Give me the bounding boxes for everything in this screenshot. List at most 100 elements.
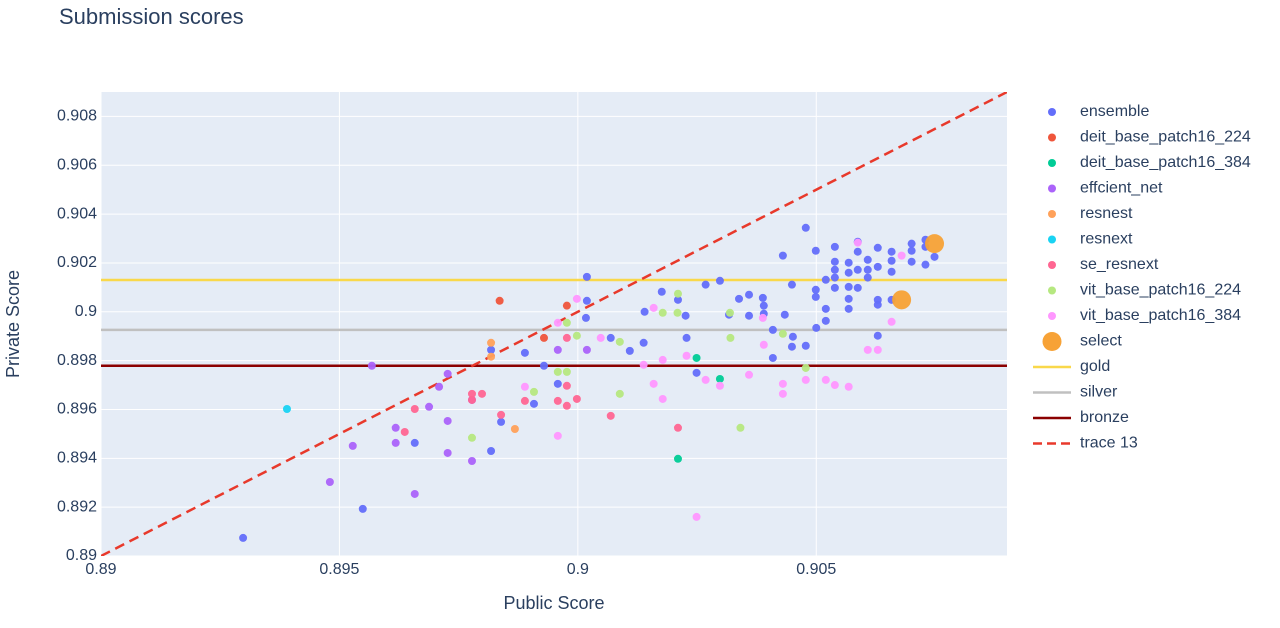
point [758,293,767,302]
point [887,256,896,265]
point [863,255,872,264]
point [673,423,682,432]
point [520,382,529,391]
point [520,348,529,357]
y-tick-label: 0.892 [57,498,97,515]
point [239,533,248,542]
point [844,294,853,303]
point [830,257,839,266]
chart-title: Submission scores [59,4,244,29]
point [658,394,667,403]
point [759,301,768,310]
point [907,246,916,255]
point [715,374,724,383]
point [539,333,548,342]
point [487,345,496,354]
point [520,396,529,405]
y-axis-title: Private Score [3,270,23,378]
legend-marker [1048,312,1056,320]
point [907,257,916,266]
point [821,375,830,384]
legend-label: resnest [1080,205,1133,222]
point [780,310,789,319]
legend-marker [1048,235,1056,244]
point [907,239,916,248]
point [539,361,548,370]
point [367,361,376,370]
point [726,333,735,342]
point [649,303,658,312]
point [348,441,357,450]
point [553,431,562,440]
point [863,265,872,274]
legend-label: deit_base_patch16_384 [1080,154,1251,171]
point [853,265,862,274]
point [745,370,754,379]
legend-label: vit_base_patch16_384 [1080,307,1241,324]
point [758,313,767,322]
point [887,247,896,256]
point [873,345,882,354]
point [553,318,562,327]
point [887,317,896,326]
point [410,438,419,447]
point [692,368,701,377]
point [553,396,562,405]
point [701,280,710,289]
point [745,290,754,299]
y-tick-label: 0.902 [57,254,97,271]
point [725,308,734,317]
point [801,375,810,384]
point [410,404,419,413]
x-tick-label: 0.89 [85,561,116,578]
point [821,304,830,313]
legend-label: vit_base_patch16_224 [1080,282,1241,299]
legend-label: ensemble [1080,103,1149,120]
point [778,251,787,260]
point [925,234,945,254]
point [606,333,615,342]
point [487,338,496,347]
x-tick-label: 0.905 [796,561,836,578]
legend-marker [1048,159,1056,167]
point [657,287,666,296]
point [811,292,820,301]
point [529,399,538,408]
point [562,381,571,390]
point [821,316,830,325]
point [830,283,839,292]
point [487,446,496,455]
point [639,338,648,347]
point [673,308,682,317]
y-tick-label: 0.896 [57,401,97,418]
point [673,454,682,463]
y-tick-label: 0.898 [57,352,97,369]
legend-label: deit_base_patch16_224 [1080,129,1251,146]
point [582,296,591,305]
point [467,389,476,398]
point [495,296,504,305]
point [853,247,862,256]
point [553,345,562,354]
point [692,512,701,521]
x-tick-label: 0.895 [319,561,359,578]
legend-marker [1042,332,1062,351]
legend-label: bronze [1080,409,1129,426]
y-tick-label: 0.89 [66,547,97,564]
point [801,341,810,350]
point [606,411,615,420]
point [682,351,691,360]
point [673,289,682,298]
point [562,318,571,327]
point [887,267,896,276]
point [572,294,581,303]
point [615,389,624,398]
point [768,353,777,362]
point [625,346,634,355]
point [788,332,797,341]
point [325,478,334,487]
legend-label: se_resnext [1080,256,1159,273]
point [553,379,562,388]
x-axis-title: Public Score [503,593,604,613]
point [582,272,591,281]
